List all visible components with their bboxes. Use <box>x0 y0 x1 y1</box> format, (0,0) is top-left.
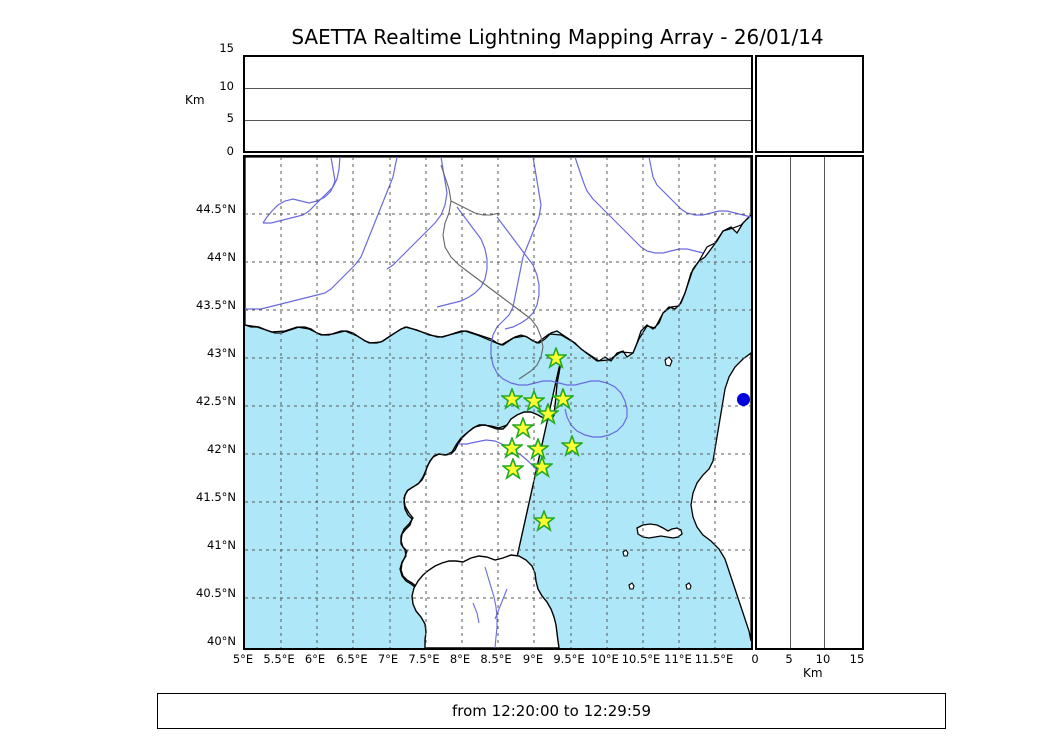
map-geography <box>245 157 751 648</box>
coastline-detail-riviera <box>245 214 751 362</box>
lat-tick: 41.5°N <box>196 490 236 504</box>
altitude-panel-horizontal <box>243 55 753 153</box>
border-region-1 <box>450 200 500 216</box>
lon-tick: 7°E <box>377 652 399 666</box>
side-gridline-5 <box>790 157 791 648</box>
lat-tick: 41°N <box>207 538 236 552</box>
river-sardinia-1 <box>484 566 498 648</box>
side-tick-5: 5 <box>785 652 793 666</box>
altitude-axis-label: Km <box>185 93 205 107</box>
side-gridline-10 <box>824 157 825 648</box>
river-apennine <box>436 206 488 308</box>
altitude-tick-5: 5 <box>226 111 234 125</box>
altitude-panel-vertical <box>755 155 864 650</box>
river-var <box>245 157 398 310</box>
lat-tick: 43.5°N <box>196 298 236 312</box>
island-montecristo <box>685 582 692 590</box>
border-italy-france <box>440 164 544 380</box>
lat-tick: 40°N <box>207 634 236 648</box>
event-marker-blue[interactable] <box>737 393 750 406</box>
lon-tick: 11.5°E <box>694 652 734 666</box>
map-panel[interactable] <box>243 155 753 650</box>
river-rhone <box>262 157 336 224</box>
river-po-branch <box>386 157 448 270</box>
river-ligurian-1 <box>496 216 540 330</box>
river-tiber <box>490 157 628 438</box>
map-gridlines <box>245 157 751 648</box>
river-arno <box>574 157 704 254</box>
lon-tick: 8.5°E <box>480 652 512 666</box>
lon-tick: 10.5°E <box>621 652 661 666</box>
lon-tick: 5°E <box>232 652 254 666</box>
altitude-tick-0: 0 <box>226 144 234 158</box>
lon-tick: 6.5°E <box>336 652 368 666</box>
lon-tick: 10°E <box>591 652 619 666</box>
landmass-sardinia-main <box>411 554 560 648</box>
status-text: from 12:20:00 to 12:29:59 <box>451 702 651 720</box>
lon-tick: 6°E <box>304 652 326 666</box>
side-tick-15: 15 <box>849 652 865 666</box>
lon-tick: 7.5°E <box>408 652 440 666</box>
lon-tick: 5.5°E <box>263 652 295 666</box>
side-tick-0: 0 <box>751 652 759 666</box>
lat-tick: 42°N <box>207 442 236 456</box>
lat-tick: 40.5°N <box>196 586 236 600</box>
lon-tick: 11°E <box>664 652 692 666</box>
altitude-gridline-10 <box>245 88 751 89</box>
lat-tick: 42.5°N <box>196 394 236 408</box>
altitude-panel-corner <box>755 55 864 153</box>
lat-tick: 44.5°N <box>196 202 236 216</box>
page-title: SAETTA Realtime Lightning Mapping Array … <box>291 25 824 49</box>
river-sardinia-3 <box>472 602 480 624</box>
river-sardinia-2 <box>494 588 508 620</box>
river-durance <box>263 157 341 224</box>
side-axis-label: Km <box>803 666 823 680</box>
island-capraia <box>622 549 629 557</box>
lon-tick: 8°E <box>449 652 471 666</box>
island-elba <box>636 523 683 539</box>
altitude-tick-10: 10 <box>219 79 234 93</box>
lat-tick: 43°N <box>207 346 236 360</box>
altitude-tick-15: 15 <box>219 41 234 55</box>
status-bar: from 12:20:00 to 12:29:59 <box>157 693 946 729</box>
side-tick-10: 10 <box>815 652 831 666</box>
altitude-gridline-5 <box>245 120 751 121</box>
lon-tick: 9.5°E <box>553 652 585 666</box>
landmass-tuscany <box>690 352 751 642</box>
river-ligurian-2 <box>648 157 751 218</box>
lon-tick: 9°E <box>522 652 544 666</box>
island-pianosa <box>628 582 635 590</box>
island-gorgona <box>664 356 673 367</box>
lat-tick: 44°N <box>207 250 236 264</box>
coastline-corsica-west <box>399 424 508 606</box>
